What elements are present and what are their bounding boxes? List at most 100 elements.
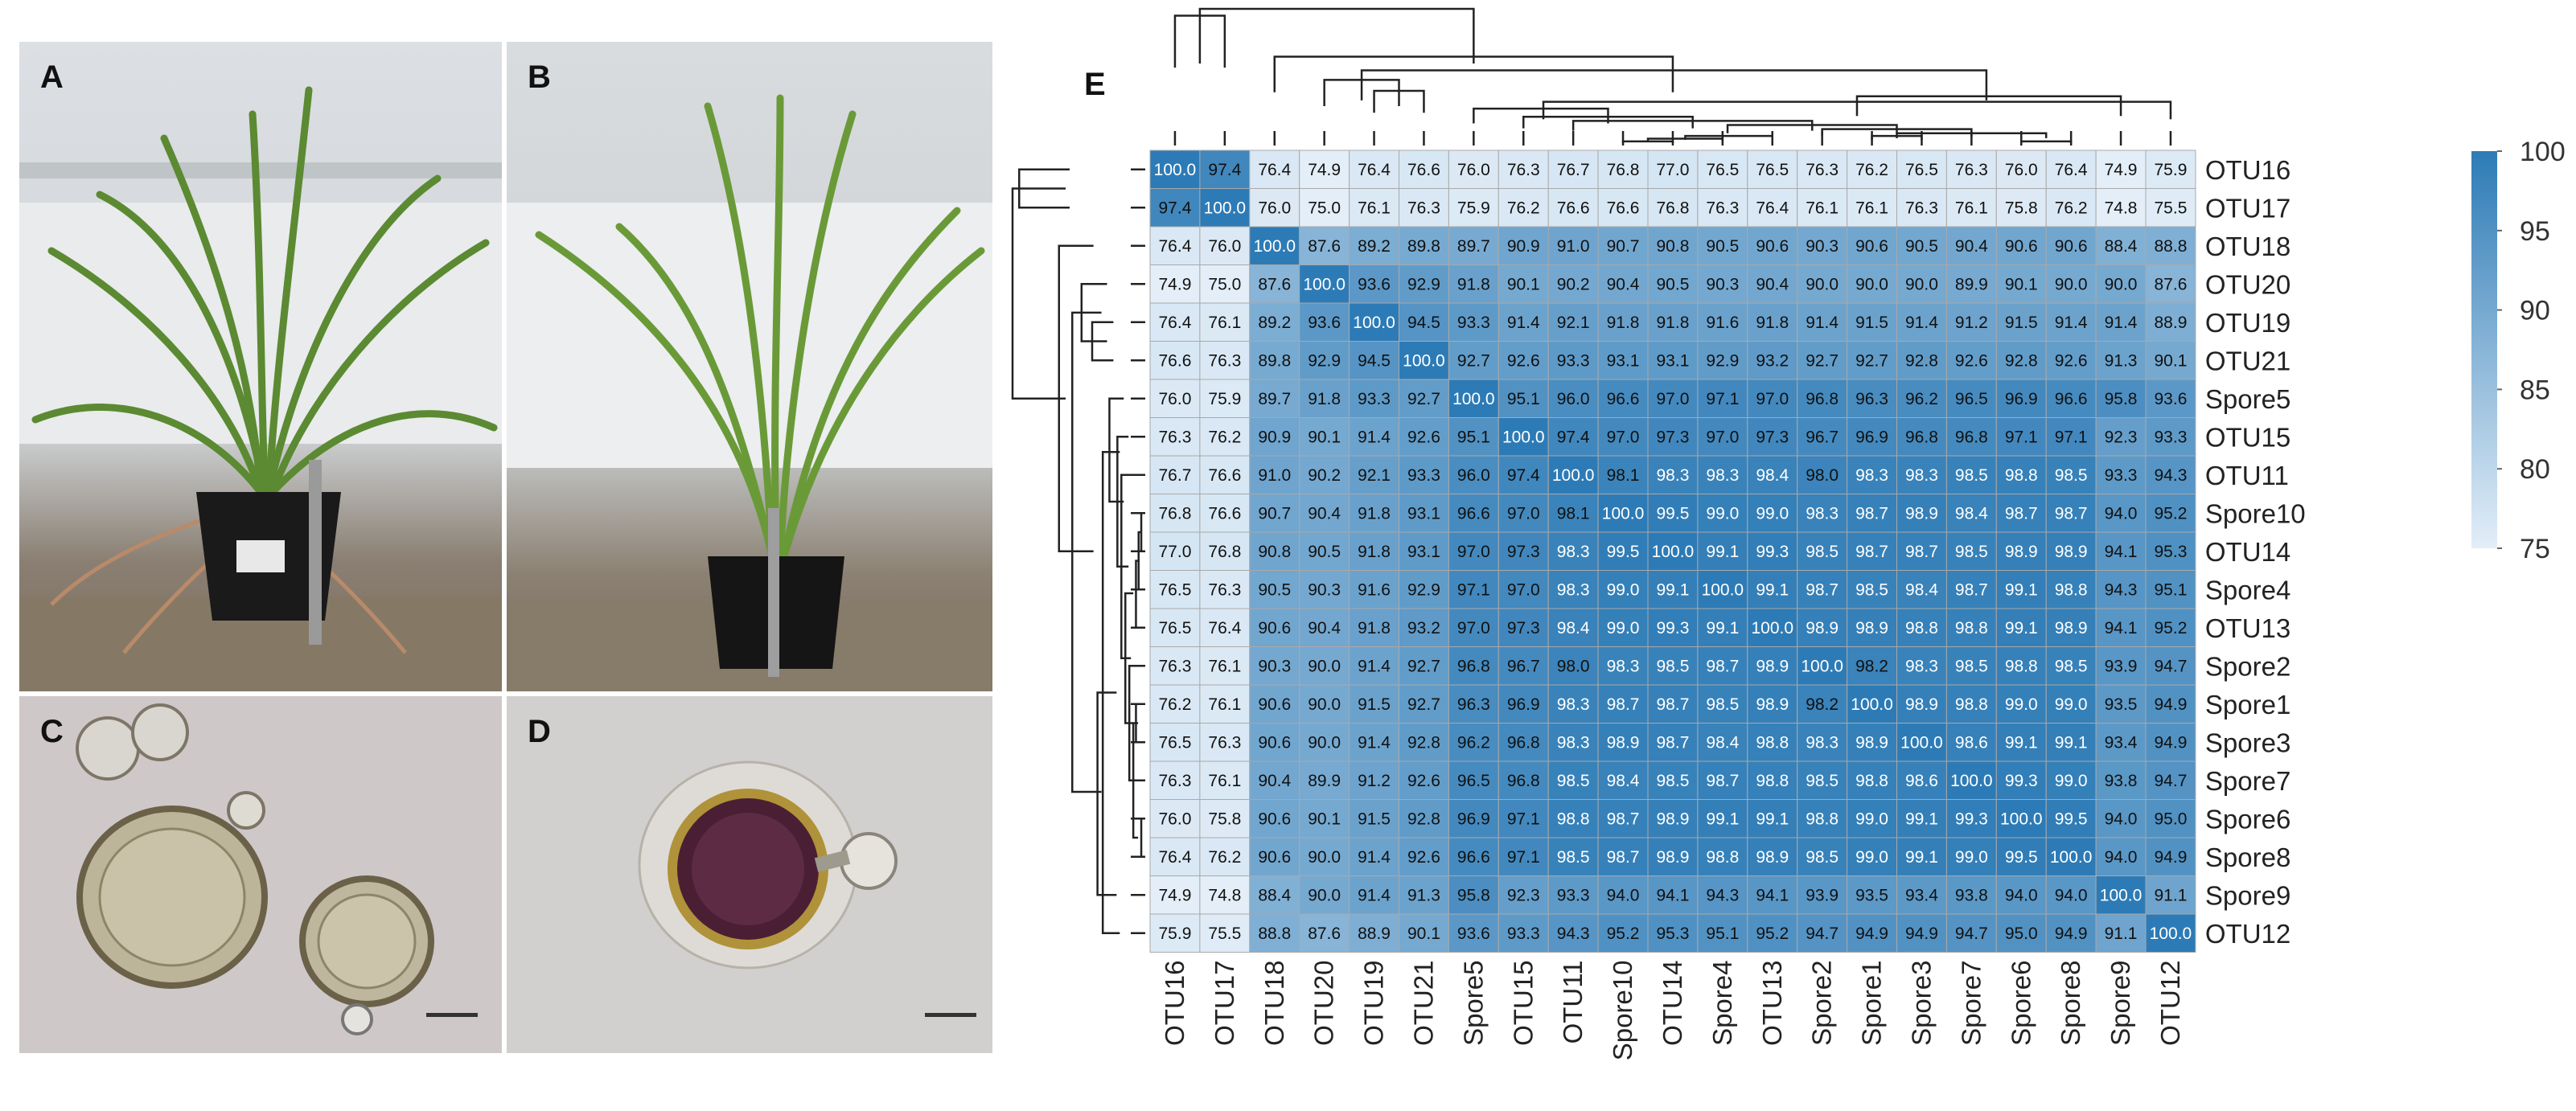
heatmap-cell bbox=[1349, 913, 1400, 953]
heatmap-cell bbox=[1349, 646, 1400, 686]
heatmap-cell bbox=[1597, 760, 1649, 800]
heatmap-cell bbox=[1149, 264, 1201, 304]
heatmap-cell bbox=[1697, 723, 1748, 762]
heatmap-cell bbox=[1349, 875, 1400, 915]
cell-value: 97.1 bbox=[1507, 810, 1540, 828]
heatmap-cell bbox=[1448, 379, 1499, 418]
cell-value: 76.4 bbox=[1358, 161, 1391, 179]
heatmap-cell bbox=[1498, 723, 1549, 762]
cell-value: 98.9 bbox=[1905, 504, 1938, 523]
cell-value: 98.7 bbox=[1955, 580, 1988, 599]
cell-value: 94.1 bbox=[1657, 886, 1690, 904]
heatmap-cell bbox=[2045, 875, 2097, 915]
cell-value: 76.5 bbox=[1159, 580, 1192, 599]
heatmap-cell bbox=[2145, 760, 2196, 800]
cell-value: 76.1 bbox=[1806, 199, 1839, 217]
column-label: Spore9 bbox=[2106, 961, 2135, 1046]
cell-value: 75.8 bbox=[1208, 810, 1241, 828]
row-label: Spore9 bbox=[2205, 880, 2290, 910]
heatmap-cell bbox=[1896, 608, 1947, 647]
heatmap-cell bbox=[1199, 608, 1251, 647]
cell-value: 98.2 bbox=[1855, 657, 1888, 675]
heatmap-cell bbox=[1995, 760, 2047, 800]
cell-value: 97.4 bbox=[1557, 428, 1590, 446]
heatmap-cell bbox=[1945, 188, 1997, 228]
cell-value: 92.7 bbox=[1855, 351, 1888, 370]
cell-value: 76.5 bbox=[1159, 733, 1192, 752]
cell-value: 92.7 bbox=[1407, 695, 1440, 714]
cell-value: 100.0 bbox=[1552, 466, 1595, 485]
cell-value: 90.0 bbox=[2105, 275, 2138, 293]
heatmap-cell bbox=[1547, 799, 1599, 838]
colorbar-tick-label: 80 bbox=[2520, 454, 2550, 485]
heatmap-cell bbox=[1149, 150, 1201, 189]
heatmap-cell bbox=[1448, 494, 1499, 533]
heatmap-cell bbox=[1896, 875, 1947, 915]
heatmap-cell bbox=[1149, 417, 1201, 457]
cell-value: 98.9 bbox=[2005, 543, 2038, 561]
cell-value: 98.3 bbox=[1855, 466, 1888, 485]
heatmap-cell bbox=[2045, 608, 2097, 647]
heatmap-cell bbox=[1847, 760, 1897, 800]
cell-value: 95.0 bbox=[2005, 924, 2038, 943]
heatmap-cell bbox=[1149, 302, 1201, 342]
cell-value: 98.5 bbox=[1955, 543, 1988, 561]
cell-value: 76.7 bbox=[1159, 466, 1192, 485]
cell-value: 93.2 bbox=[1407, 619, 1440, 637]
cell-value: 90.6 bbox=[1756, 237, 1789, 256]
heatmap-cell bbox=[1597, 913, 1649, 953]
heatmap-cell bbox=[2145, 684, 2196, 724]
cell-value: 90.1 bbox=[1507, 275, 1540, 293]
cell-value: 93.9 bbox=[1806, 886, 1839, 904]
cell-value: 75.9 bbox=[1457, 199, 1490, 217]
heatmap-cell bbox=[1547, 913, 1599, 953]
heatmap-cell bbox=[1896, 913, 1947, 953]
cell-value: 76.3 bbox=[1208, 580, 1241, 599]
heatmap-cell bbox=[1149, 760, 1201, 800]
heatmap-cell bbox=[1847, 226, 1897, 265]
heatmap-cell bbox=[1299, 150, 1350, 189]
cell-value: 76.8 bbox=[1159, 504, 1192, 523]
heatmap-cell bbox=[1995, 684, 2047, 724]
cell-value: 100.0 bbox=[1602, 504, 1645, 523]
heatmap-cell bbox=[1547, 188, 1599, 228]
heatmap-cell bbox=[2145, 226, 2196, 265]
heatmap-cell bbox=[2095, 379, 2147, 418]
heatmap-cell bbox=[1199, 455, 1251, 494]
heatmap-cell bbox=[1647, 875, 1699, 915]
heatmap-cell bbox=[1149, 379, 1201, 418]
cell-value: 91.8 bbox=[1457, 275, 1490, 293]
dendrogram-branch bbox=[1108, 397, 1124, 503]
heatmap-cell bbox=[1498, 226, 1549, 265]
heatmap-cell bbox=[1747, 226, 1798, 265]
cell-value: 97.1 bbox=[1457, 580, 1490, 599]
cell-value: 100.0 bbox=[1403, 351, 1445, 370]
heatmap-cell bbox=[1149, 341, 1201, 380]
cell-value: 76.3 bbox=[1955, 161, 1988, 179]
column-label: OTU15 bbox=[1508, 961, 1538, 1046]
cell-value: 76.2 bbox=[1855, 161, 1888, 179]
heatmap-cell bbox=[1349, 760, 1400, 800]
cell-value: 98.8 bbox=[1955, 619, 1988, 637]
heatmap-cell bbox=[1199, 531, 1251, 571]
column-label: Spore4 bbox=[1707, 961, 1737, 1046]
heatmap-cell bbox=[2045, 684, 2097, 724]
heatmap-cell bbox=[1399, 913, 1449, 953]
cell-value: 76.0 bbox=[1208, 237, 1241, 256]
cell-value: 98.9 bbox=[1806, 619, 1839, 637]
cell-value: 90.3 bbox=[1258, 657, 1291, 675]
panel-label-d: D bbox=[528, 714, 551, 749]
heatmap-cell bbox=[1847, 684, 1897, 724]
row-label: Spore6 bbox=[2205, 804, 2290, 834]
heatmap-cell bbox=[1747, 799, 1798, 838]
cell-value: 90.6 bbox=[2055, 237, 2088, 256]
cell-value: 93.3 bbox=[1507, 924, 1540, 943]
cell-value: 95.8 bbox=[1457, 886, 1490, 904]
cell-value: 88.8 bbox=[1258, 924, 1291, 943]
cell-value: 96.8 bbox=[1507, 772, 1540, 790]
heatmap-cell bbox=[1647, 570, 1699, 609]
heatmap-cell bbox=[1249, 646, 1300, 686]
cell-value: 92.7 bbox=[1457, 351, 1490, 370]
cell-value: 91.6 bbox=[1358, 580, 1391, 599]
cell-value: 88.9 bbox=[2155, 314, 2188, 332]
